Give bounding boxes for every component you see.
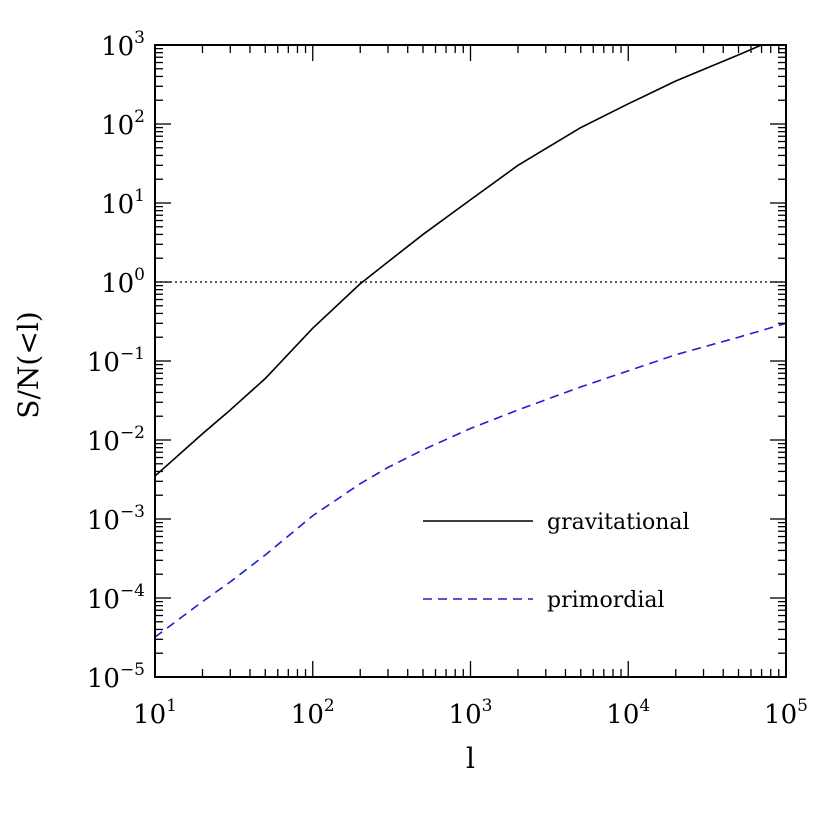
x-tick-label: 103	[449, 696, 493, 730]
y-tick-label: 10−2	[87, 423, 145, 457]
y-tick-label-exponent: −3	[120, 502, 145, 522]
y-tick-label-exponent: −4	[120, 581, 145, 601]
series-layer	[155, 45, 786, 638]
x-axis-title: l	[466, 742, 475, 775]
y-tick-label-exponent: −2	[120, 423, 145, 443]
legend-label-primordial: primordial	[547, 588, 665, 613]
x-tick-label-exponent: 3	[482, 696, 493, 716]
x-tick-label-exponent: 2	[324, 696, 335, 716]
legend: gravitational primordial	[423, 510, 690, 613]
x-tick-label-exponent: 4	[639, 696, 650, 716]
y-tick-label-exponent: 2	[134, 107, 145, 127]
x-tick-label: 102	[291, 696, 335, 730]
y-tick-label-exponent: −1	[120, 344, 145, 364]
y-tick-label-exponent: 1	[134, 186, 145, 206]
y-tick-label: 10−5	[87, 660, 145, 694]
y-tick-label: 10−4	[87, 581, 145, 615]
y-tick-label-base: 10	[87, 585, 120, 615]
y-tick-label-base: 10	[101, 269, 134, 299]
y-tick-label-base: 10	[87, 348, 120, 378]
y-tick-label-base: 10	[87, 506, 120, 536]
y-tick-label: 103	[101, 28, 145, 62]
x-tick-label-exponent: 5	[797, 696, 808, 716]
x-tick-label-base: 10	[291, 700, 324, 730]
y-tick-label-base: 10	[101, 190, 134, 220]
y-tick-label-base: 10	[101, 111, 134, 141]
legend-label-gravitational: gravitational	[547, 510, 690, 535]
y-tick-label: 10−1	[87, 344, 145, 378]
x-tick-label: 104	[606, 696, 650, 730]
x-tick-label-base: 10	[133, 700, 166, 730]
plot-frame	[154, 44, 787, 678]
y-tick-label: 100	[101, 265, 145, 299]
ticks-layer	[154, 44, 787, 678]
y-tick-label: 102	[101, 107, 145, 141]
y-tick-label-base: 10	[87, 664, 120, 694]
y-tick-label-exponent: 3	[134, 28, 145, 48]
y-tick-label-exponent: −5	[120, 660, 145, 680]
x-tick-label: 105	[764, 696, 808, 730]
x-tick-label: 101	[133, 696, 177, 730]
x-tick-label-base: 10	[449, 700, 482, 730]
x-tick-label-base: 10	[764, 700, 797, 730]
x-tick-label-exponent: 1	[166, 696, 177, 716]
y-tick-label-exponent: 0	[134, 265, 145, 285]
tick-labels-layer: 101 102 103 104 10510−510−410−310−210−110010…	[87, 28, 808, 730]
series-line-gravitational	[155, 45, 762, 477]
series-line-primordial	[155, 322, 786, 638]
x-tick-label-base: 10	[606, 700, 639, 730]
y-tick-label: 101	[101, 186, 145, 220]
y-tick-label-base: 10	[87, 427, 120, 457]
y-tick-label: 10−3	[87, 502, 145, 536]
y-tick-label-base: 10	[101, 32, 134, 62]
y-axis-title: S/N(<l)	[12, 311, 45, 418]
